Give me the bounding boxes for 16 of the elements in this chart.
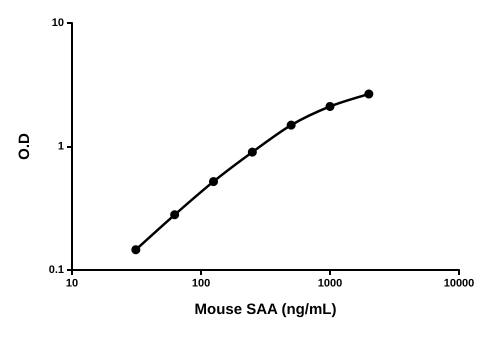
y-axis-title: O.D xyxy=(16,133,33,160)
point xyxy=(364,90,374,99)
x-tick-label: 10 xyxy=(66,278,78,290)
x-tick-label: 1000 xyxy=(318,278,342,290)
y-tick-label: 10 xyxy=(52,17,64,29)
y-tick-label: 1 xyxy=(58,140,64,152)
x-axis-title: Mouse SAA (ng/mL) xyxy=(194,301,336,318)
x-tick-label: 100 xyxy=(192,278,210,290)
point xyxy=(326,102,334,111)
x-tick-label: 10000 xyxy=(444,278,474,290)
point xyxy=(248,148,257,157)
y-tick-label: 0.1 xyxy=(48,264,64,276)
point xyxy=(170,210,180,220)
point xyxy=(131,245,140,254)
point xyxy=(286,120,296,130)
point xyxy=(209,177,218,186)
